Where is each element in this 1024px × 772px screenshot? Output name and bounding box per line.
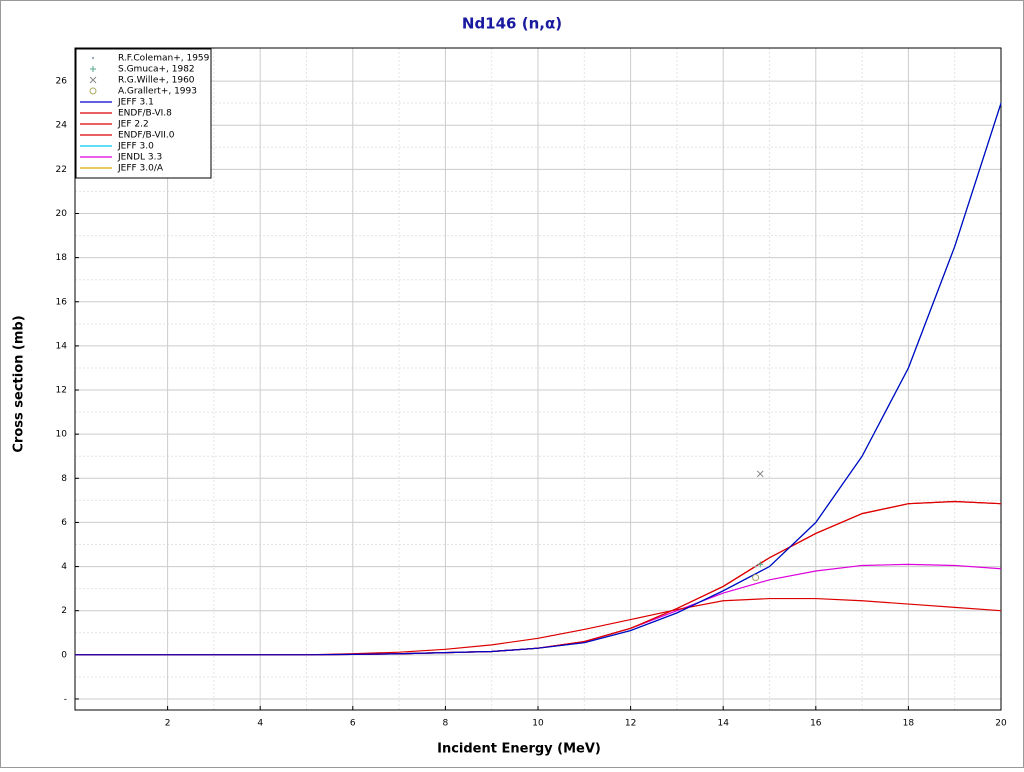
data-point [752, 574, 760, 582]
x-tick-label: 16 [810, 719, 822, 729]
y-tick-label: 20 [56, 209, 68, 219]
legend-label: JENDL 3.3 [117, 153, 162, 163]
y-tick-label: 12 [56, 386, 67, 396]
legend-label: JEF 2.2 [117, 120, 149, 130]
legend-marker [90, 66, 96, 72]
y-axis-label: Cross section (mb) [12, 315, 27, 452]
legend-label: JEFF 3.0/A [117, 164, 164, 174]
line-series [75, 102, 1002, 656]
legend-marker [91, 56, 95, 60]
legend-label: A.Grallert+, 1993 [118, 87, 197, 97]
y-tick-label: 8 [61, 474, 67, 484]
y-tick-label: 2 [61, 606, 67, 616]
y-tick-label: 26 [56, 77, 68, 87]
x-tick-label: 20 [995, 719, 1007, 729]
legend-label: JEFF 3.1 [117, 98, 154, 108]
x-tick-label: 4 [257, 719, 263, 729]
y-tick-label: 24 [56, 121, 68, 131]
legend-marker [89, 76, 97, 84]
legend-label: JEFF 3.0 [117, 142, 154, 152]
y-tick-label: 22 [56, 165, 67, 175]
data-point [754, 565, 757, 568]
y-tick-label: 0 [61, 650, 67, 660]
y-tick-label: 10 [56, 430, 68, 440]
legend-marker [89, 87, 97, 95]
x-axis-label: Incident Energy (MeV) [437, 742, 601, 757]
legend-label: ENDF/B-VII.0 [118, 131, 175, 141]
y-tick-label: 4 [61, 562, 67, 572]
legend-label: ENDF/B-VI.8 [118, 109, 172, 119]
x-tick-label: 14 [717, 719, 729, 729]
y-tick-label: 18 [56, 253, 68, 263]
y-tick-label: 14 [56, 341, 68, 351]
x-tick-label: 10 [532, 719, 544, 729]
legend-label: R.F.Coleman+, 1959 [118, 54, 210, 64]
y-tick-label: 6 [61, 518, 67, 528]
data-point [756, 470, 764, 478]
x-tick-label: 8 [443, 719, 449, 729]
legend-label: R.G.Wille+, 1960 [118, 76, 195, 86]
x-tick-label: 18 [903, 719, 915, 729]
x-tick-label: 2 [165, 719, 171, 729]
x-tick-label: 12 [625, 719, 636, 729]
legend-label: S.Gmuca+, 1982 [118, 65, 195, 75]
y-tick-label: - [64, 694, 67, 704]
x-tick-label: 6 [350, 719, 356, 729]
y-tick-label: 16 [56, 297, 68, 307]
chart-title: Nd146 (n,α) [462, 15, 562, 33]
data-point [757, 561, 764, 568]
